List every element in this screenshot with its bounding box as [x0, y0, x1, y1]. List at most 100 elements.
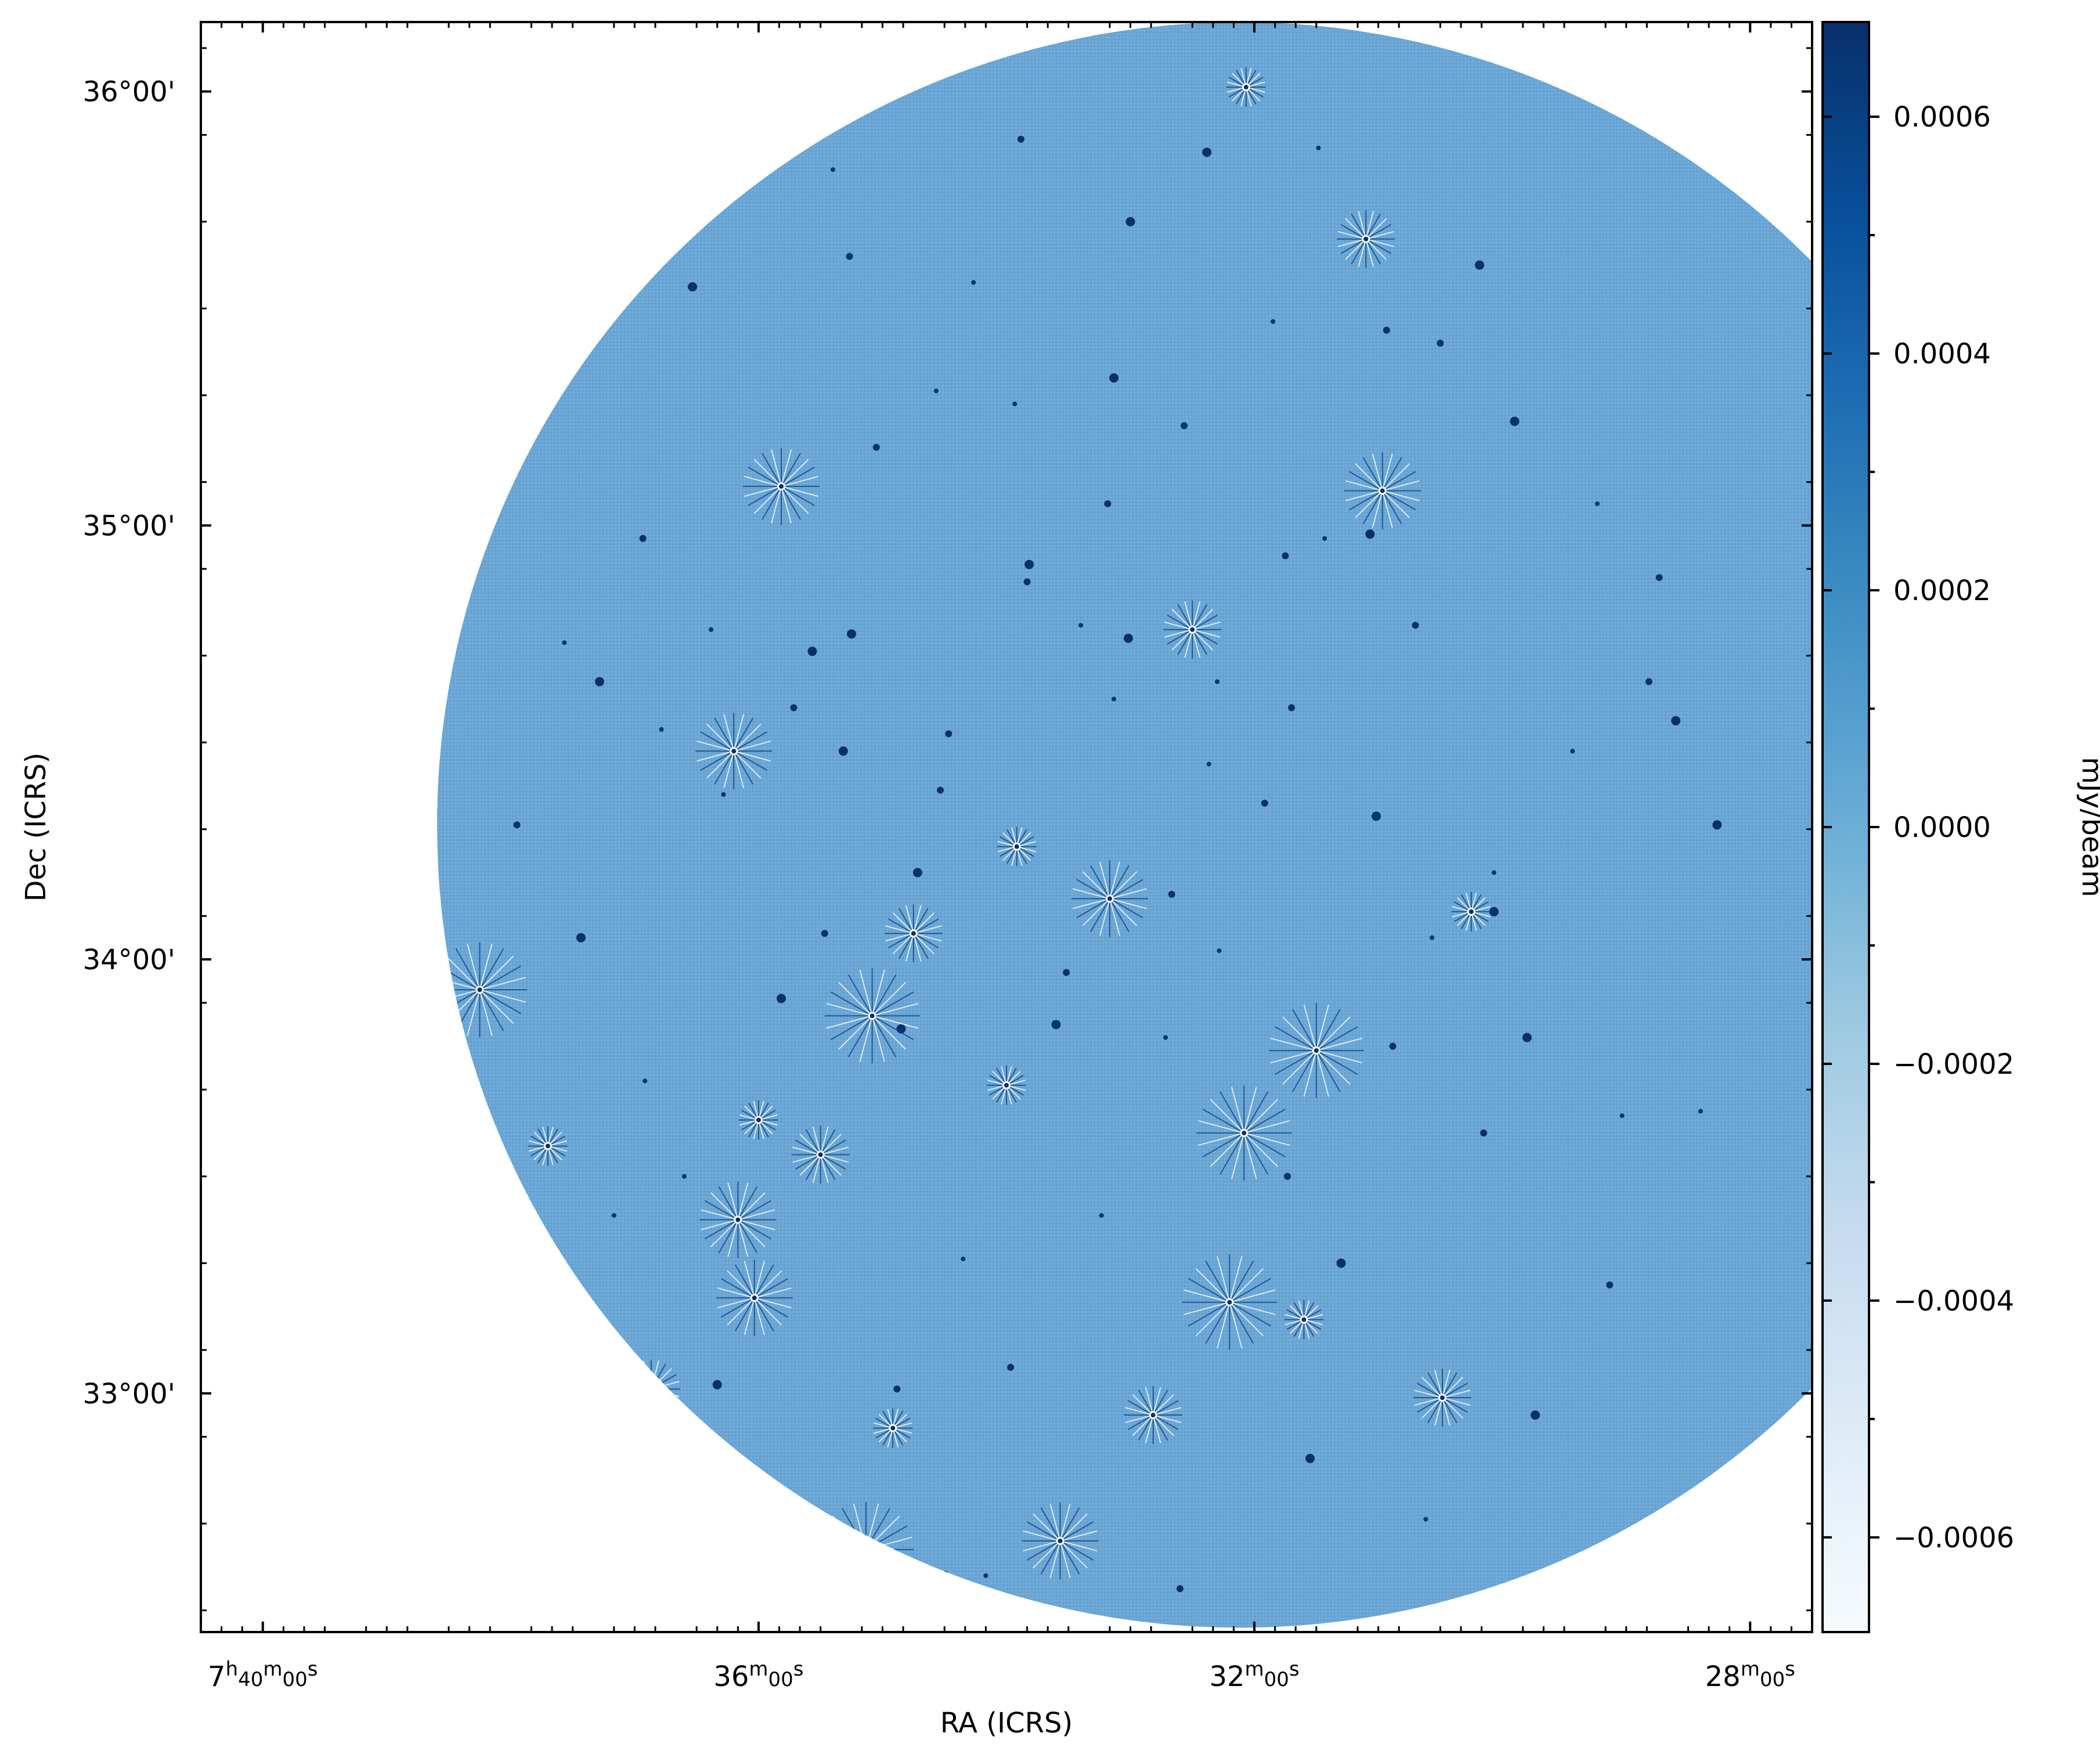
source-point [744, 128, 749, 133]
source-point [1606, 1281, 1614, 1288]
source-point [480, 1346, 488, 1353]
source-point [945, 730, 952, 738]
x-axis-label: RA (ICRS) [940, 1707, 1073, 1739]
source-point [831, 167, 836, 172]
source-point [1217, 948, 1222, 954]
source-point [961, 1256, 966, 1261]
source-point [531, 1306, 540, 1316]
bright-source [1451, 891, 1491, 932]
y-tick-label: 34°00' [83, 944, 175, 976]
source-point [594, 677, 604, 687]
bright-source [791, 1125, 850, 1184]
x-tick-label: 7h40m00s [208, 1658, 317, 1693]
source-point [777, 994, 786, 1003]
source-point [872, 443, 880, 451]
source-point [1510, 416, 1520, 426]
source-point [1430, 935, 1435, 940]
x-tick-label: 32m00s [1209, 1658, 1299, 1693]
source-point [688, 282, 698, 292]
source-point [807, 647, 817, 656]
colorbar: 0.0006 0.0004 0.0002 0.0000 −0.0002 −0.0004 −0… [1821, 21, 2100, 1633]
bright-source [436, 942, 528, 1038]
source-point [1480, 1129, 1488, 1137]
colorbar-tick-label: −0.0006 [1893, 1522, 2014, 1554]
source-point [415, 707, 424, 717]
source-point [1594, 501, 1600, 506]
source-point [1024, 559, 1034, 569]
source-point [971, 280, 976, 285]
source-point [1284, 1172, 1291, 1180]
source-point [1215, 679, 1220, 684]
source-point [1288, 704, 1296, 712]
source-point [1202, 147, 1212, 157]
source-point [940, 1571, 950, 1580]
x-axis-tick-labels: 7h40m00s 36m00s 32m00s 28m00s [208, 1658, 1795, 1693]
source-point [1168, 890, 1175, 898]
source-point [1475, 260, 1485, 270]
colorbar-tick-labels: 0.0006 0.0004 0.0002 0.0000 −0.0002 −0.0004 −0… [1893, 101, 2014, 1554]
source-point [1261, 799, 1268, 807]
source-point [611, 1213, 616, 1218]
source-point [1336, 1258, 1346, 1268]
primary-beam-field [436, 22, 1812, 1628]
bright-source [1284, 1299, 1324, 1340]
y-axis-tick-labels: 36°00' 35°00' 34°00' 33°00' [83, 76, 175, 1410]
bright-source [1337, 210, 1395, 268]
source-point [1570, 749, 1575, 754]
bright-source [824, 968, 920, 1064]
bright-source [873, 1408, 913, 1448]
source-point [681, 1174, 687, 1179]
source-point [1522, 1033, 1532, 1042]
source-point [1063, 969, 1070, 976]
source-point [1322, 536, 1327, 541]
bright-source [1182, 1254, 1278, 1350]
source-point [562, 640, 567, 645]
bright-source [987, 1065, 1026, 1105]
source-point [347, 963, 356, 973]
source-point [1655, 574, 1663, 582]
source-point [1372, 811, 1381, 821]
bright-source [695, 713, 773, 790]
source-point [846, 252, 853, 260]
source-point [1619, 1113, 1625, 1118]
source-point [1163, 1035, 1168, 1040]
source-point [1271, 319, 1276, 324]
bright-source [1071, 860, 1148, 937]
bright-source [818, 1501, 914, 1597]
source-point [1531, 1410, 1540, 1420]
bright-source [622, 1360, 680, 1418]
source-point [366, 1102, 375, 1111]
y-tick-label: 35°00' [83, 510, 175, 542]
source-point [1176, 1585, 1183, 1593]
source-point [721, 792, 726, 797]
bright-source [1196, 1085, 1292, 1181]
source-point [712, 1380, 722, 1389]
source-point [290, 762, 294, 767]
source-point [1365, 529, 1375, 539]
source-point [403, 475, 407, 480]
source-point [1671, 716, 1681, 725]
source-point [1389, 1042, 1397, 1050]
source-point [1007, 1363, 1015, 1371]
colorbar-tick-label: 0.0006 [1893, 101, 1991, 133]
plot-frame [200, 21, 1813, 1633]
y-tick-label: 36°00' [83, 76, 175, 109]
source-point [659, 727, 664, 732]
sky-image [266, 22, 1812, 1628]
source-point [580, 156, 590, 166]
bright-source [743, 448, 820, 525]
colorbar-label: mJy/beam [2076, 757, 2100, 897]
source-point [912, 868, 922, 878]
x-axis-ticks [261, 22, 1752, 1632]
source-point [1051, 1020, 1061, 1030]
colorbar-tick-label: 0.0004 [1893, 338, 1991, 370]
colorbar-tick-label: 0.0002 [1893, 575, 1991, 607]
source-point [1104, 500, 1112, 507]
bright-source [528, 1126, 568, 1166]
source-point [1423, 1517, 1428, 1522]
source-point [1437, 340, 1444, 347]
source-point [1112, 696, 1117, 702]
bright-source [701, 1476, 796, 1572]
y-tick-label: 33°00' [83, 1378, 175, 1410]
